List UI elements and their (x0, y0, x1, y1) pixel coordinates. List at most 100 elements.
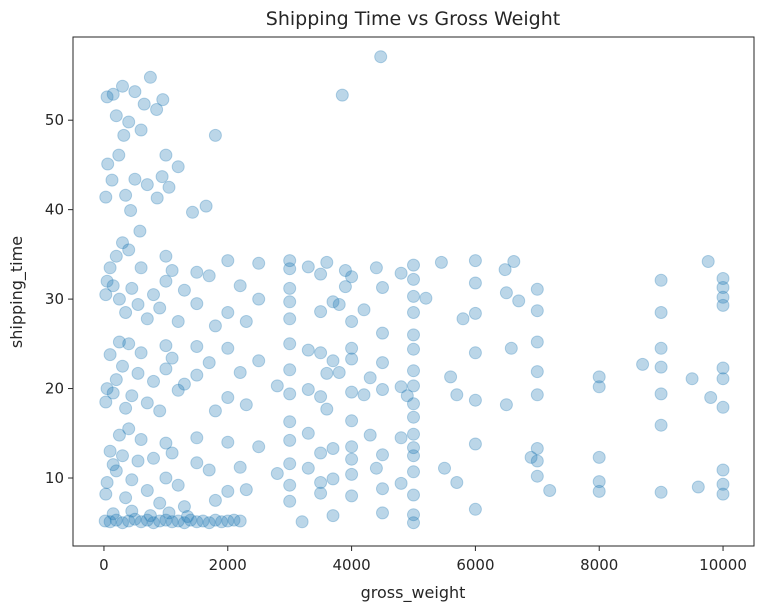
data-point (376, 448, 389, 462)
data-point (345, 341, 359, 355)
data-point (119, 306, 133, 319)
data-point (181, 510, 194, 523)
data-point (376, 482, 389, 496)
data-point (338, 280, 352, 294)
data-point (314, 476, 328, 489)
data-point (407, 328, 420, 342)
data-point (530, 365, 544, 379)
data-point (320, 402, 334, 416)
data-point (134, 261, 148, 275)
data-point (407, 441, 420, 455)
data-point (450, 388, 464, 402)
data-point (326, 442, 340, 455)
data-point (155, 170, 169, 184)
data-point (407, 488, 420, 502)
data-point (109, 373, 123, 387)
y-tick-label: 50 (45, 111, 64, 129)
data-point (101, 157, 115, 171)
data-point (119, 188, 133, 202)
data-point (99, 395, 113, 409)
data-point (112, 148, 126, 162)
data-point (208, 513, 222, 527)
data-point (345, 452, 359, 466)
data-point (369, 461, 383, 475)
x-tick-label: 0 (99, 556, 109, 574)
data-point (407, 465, 420, 479)
data-point (159, 362, 173, 376)
data-point (270, 467, 284, 480)
x-axis-label: gross_weight (361, 583, 466, 603)
data-point (407, 379, 420, 393)
data-point (376, 281, 389, 294)
data-point (122, 243, 136, 257)
data-point (122, 115, 136, 129)
data-point (119, 491, 133, 505)
data-point (202, 516, 216, 530)
data-point (419, 291, 433, 305)
data-point (199, 199, 213, 213)
data-point (407, 306, 420, 319)
data-point (314, 305, 328, 319)
data-point (128, 512, 142, 526)
data-point (530, 304, 544, 318)
data-point (202, 269, 216, 283)
data-point (116, 236, 129, 250)
data-point (119, 401, 133, 415)
data-point (153, 404, 167, 418)
x-tick-label: 10000 (699, 556, 747, 574)
data-point (252, 440, 266, 454)
data-point (122, 337, 136, 351)
data-point (116, 449, 129, 463)
data-point (407, 289, 420, 303)
data-point (716, 400, 730, 414)
data-point (190, 297, 204, 311)
data-point (654, 341, 668, 355)
data-point (171, 160, 185, 174)
data-point (283, 254, 297, 268)
data-point (186, 205, 199, 219)
data-point (332, 366, 346, 379)
data-point (177, 377, 191, 391)
data-point (716, 290, 730, 304)
data-point (283, 262, 297, 276)
data-point (468, 393, 482, 407)
data-point (140, 396, 154, 410)
data-point (117, 128, 131, 142)
data-point (301, 383, 315, 396)
data-point (283, 387, 297, 401)
data-point (221, 254, 235, 268)
data-point (524, 450, 538, 464)
data-point (592, 484, 606, 498)
data-point (184, 513, 198, 527)
y-tick-label: 40 (45, 201, 64, 219)
y-tick-label: 20 (45, 380, 64, 398)
data-point (314, 267, 328, 281)
y-axis-label: shipping_time (7, 236, 27, 348)
data-point (99, 487, 113, 501)
data-point (133, 224, 147, 238)
data-point (140, 513, 154, 527)
data-point (716, 463, 730, 477)
data-point (438, 461, 451, 475)
data-point (407, 516, 420, 530)
data-point (109, 464, 123, 478)
data-point (345, 414, 359, 428)
data-point (332, 298, 346, 311)
data-point (124, 204, 138, 217)
data-point (512, 294, 526, 308)
data-point (716, 477, 730, 491)
data-point (592, 370, 606, 384)
data-point (507, 255, 521, 268)
data-point (128, 85, 142, 99)
data-point (654, 360, 668, 374)
data-point (407, 364, 420, 378)
data-point (103, 261, 117, 275)
data-point (326, 472, 340, 486)
data-point (252, 256, 266, 270)
data-point (592, 450, 606, 464)
data-point (326, 354, 340, 368)
data-point (165, 446, 179, 460)
data-point (208, 404, 222, 418)
data-point (208, 493, 222, 507)
data-point (407, 342, 420, 356)
